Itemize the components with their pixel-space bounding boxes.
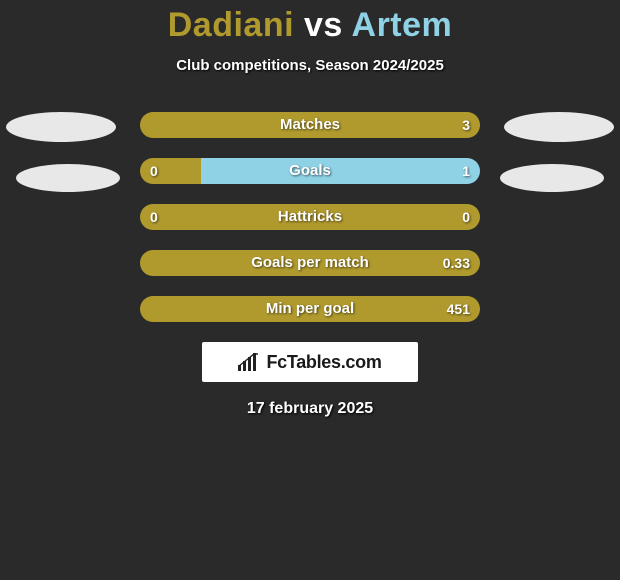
- bar-label: Goals per match: [140, 250, 480, 276]
- vs-separator: vs: [304, 6, 343, 44]
- bar-value-left: 0: [150, 204, 158, 230]
- subtitle: Club competitions, Season 2024/2025: [0, 57, 620, 74]
- stat-bar: Goals0 1: [140, 158, 480, 184]
- bar-value-right: 1: [462, 158, 470, 184]
- bar-value-right: 0.33: [443, 250, 470, 276]
- bar-chart-icon: [238, 353, 260, 371]
- bar-value-right: 3: [462, 112, 470, 138]
- player1-avatar-top: [6, 112, 116, 142]
- fctables-logo[interactable]: FcTables.com: [202, 342, 418, 382]
- stat-bar: Min per goal451: [140, 296, 480, 322]
- player1-name: Dadiani: [168, 6, 294, 44]
- bar-label: Hattricks: [140, 204, 480, 230]
- bar-label: Matches: [140, 112, 480, 138]
- bar-label: Goals: [140, 158, 480, 184]
- bar-value-right: 0: [462, 204, 470, 230]
- player2-avatar-bottom: [500, 164, 604, 192]
- player2-avatar-top: [504, 112, 614, 142]
- stat-bar: Matches3: [140, 112, 480, 138]
- bar-value-right: 451: [447, 296, 470, 322]
- stat-bar: Goals per match0.33: [140, 250, 480, 276]
- logo-text: FcTables.com: [266, 352, 381, 373]
- comparison-title: Dadiani vs Artem: [0, 0, 620, 45]
- comparison-date: 17 february 2025: [0, 400, 620, 418]
- player1-avatar-bottom: [16, 164, 120, 192]
- bar-value-left: 0: [150, 158, 158, 184]
- bar-label: Min per goal: [140, 296, 480, 322]
- stat-bar: Hattricks0 0: [140, 204, 480, 230]
- player2-name: Artem: [352, 6, 453, 44]
- stat-bars: Matches3Goals01Hattricks00Goals per matc…: [140, 112, 480, 342]
